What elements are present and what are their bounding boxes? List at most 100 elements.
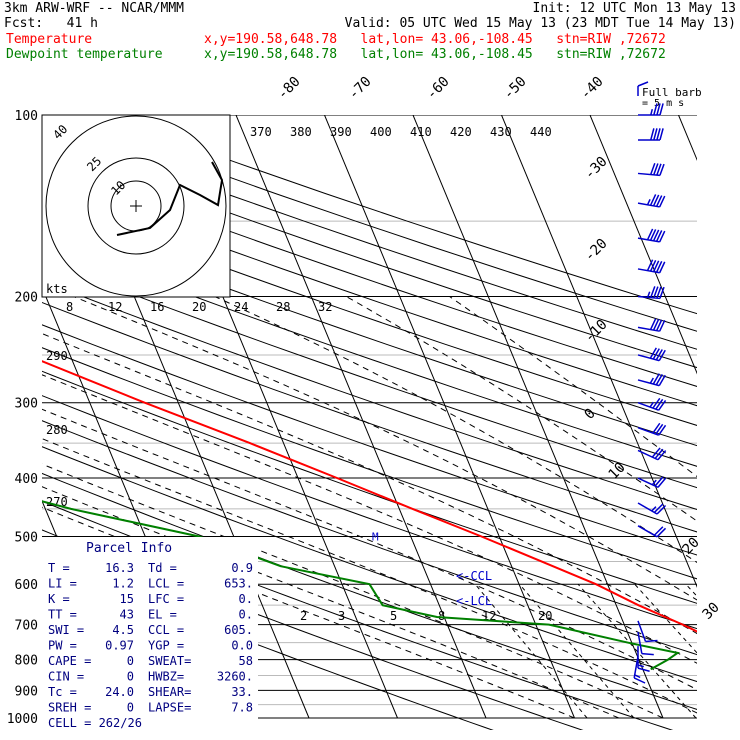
wind-barb [633,656,639,679]
mixing-ratio-label: 3 [338,609,345,623]
wind-barb-flag [655,423,664,435]
wind-barb-flag [655,230,663,242]
moist-adiabat [42,374,697,664]
dry-adiabat [42,180,697,407]
wind-barb-flag [655,398,664,410]
barb-header: Full barb [642,86,702,99]
parcel-label: PW = [48,639,77,653]
dry-adiabat [42,347,697,580]
wind-barb-flag [655,261,663,273]
dry-adiabat [42,199,697,426]
dry-adiabat-labels: 370 380 390 400 410 420 430 440 290 280 270 8 12 16 20… [46,125,552,509]
wind-barb [637,354,660,362]
wind-barb [637,379,660,387]
parcel-value: 1.2 [112,577,134,591]
moist-adiabat [214,296,697,563]
parcel-label: K = [48,592,70,606]
parcel-value: 7.8 [231,701,253,715]
wind-barb-flag [658,261,666,274]
wind-barb-flag [654,476,664,487]
parcel-value: 58 [239,654,253,668]
dry-adiabat-label: 270 [46,495,68,509]
isotherm-label: -20 [582,236,611,265]
wind-barb-flag [633,677,646,684]
wind-barb [637,631,643,654]
dry-adiabat [42,259,697,489]
parcel-label: SREH = [48,701,91,715]
temperature-location: x,y=190.58,648.78 lat,lon= 43.06,-108.45… [204,32,666,47]
pressure-label: 800 [15,654,38,669]
pressure-label: 900 [15,684,38,699]
pressure-label: 500 [15,530,38,545]
temperature-trace [42,360,697,633]
dry-adiabat [42,472,697,710]
wind-barb-flag [646,228,654,241]
dry-adiabat [42,420,697,656]
wind-barb-flag [650,163,656,175]
hodograph-units: kts [46,282,68,296]
parcel-value: 0.9 [231,561,253,575]
parcel-value: 4.5 [112,623,134,637]
dry-adiabat-label: 440 [530,125,552,139]
hodograph-speed-label: 28 [276,300,290,314]
dewpoint-location: x,y=190.58,648.78 lat,lon= 43.06,-108.45… [204,47,666,62]
parcel-label: HWBZ= [148,670,184,684]
parcel-label: LI = [48,577,77,591]
parcel-label: CIN = [48,670,84,684]
wind-barb-flag [659,163,665,176]
dry-adiabat-label: 290 [46,349,68,363]
barb-legend [637,81,649,87]
isotherm-label: 20 [680,535,703,558]
parcel-label: TT = [48,608,77,622]
isotherm [501,115,697,588]
wind-barb-flag [637,664,644,668]
hodograph-speed-label: 32 [318,300,332,314]
parcel-label: SWI = [48,623,84,637]
wind-barb [637,268,660,274]
wind-barb-flag [637,667,650,672]
hodograph-ring [45,115,227,297]
hodograph-speed-label: 20 [192,300,206,314]
parcel-value: 0 [127,670,134,684]
hodograph-speed-label: 8 [66,300,73,314]
mixing-ratio-line [519,583,635,719]
parcel-value: 33. [231,685,253,699]
wind-barb-flag [658,230,666,243]
wind-barb-flag [646,259,654,271]
wind-barb-flag [652,422,661,434]
mixing-ratio-line [634,583,697,654]
pressure-label: 700 [15,619,38,634]
parcel-label: CCL = [148,623,184,637]
wind-barb-flag [645,639,658,643]
isotherm-label: -50 [501,74,530,103]
pressure-label: 200 [15,291,38,306]
wind-barb-flag [652,348,660,360]
wind-barb [637,449,659,461]
parcel-label: LCL = [148,577,184,591]
pressure-labels: 100 200 300 400 500 600 700 800 900 1000 [7,109,38,727]
wind-barb-flag [652,229,660,242]
dry-adiabat-label: 420 [450,125,472,139]
moist-adiabat [449,296,697,478]
pressure-label: 400 [15,472,38,487]
wind-barb-flag [652,194,660,207]
wind-barb-flag [656,128,661,141]
moist-adiabat [42,486,619,719]
wind-barb-flag [649,229,657,241]
parcel-label: SHEAR= [148,685,191,699]
parcel-value: 653. [224,577,253,591]
parcel-value: 0. [239,592,253,606]
wind-barb-flag [656,163,662,176]
moist-adiabat [42,463,664,719]
temperature-legend: Temperature [6,32,93,47]
wind-barb [637,502,658,515]
wind-barb-flag [658,195,666,208]
wind-barb-flag [659,128,664,141]
wind-barb-flag [653,526,664,536]
wind-barb-flag [659,103,664,116]
parcel-value: 0. [239,608,253,622]
dry-adiabat [42,324,697,556]
mixing-ratio-line [474,583,588,719]
parcel-bg [42,537,258,730]
parcel-label: LAPSE= [148,701,191,715]
